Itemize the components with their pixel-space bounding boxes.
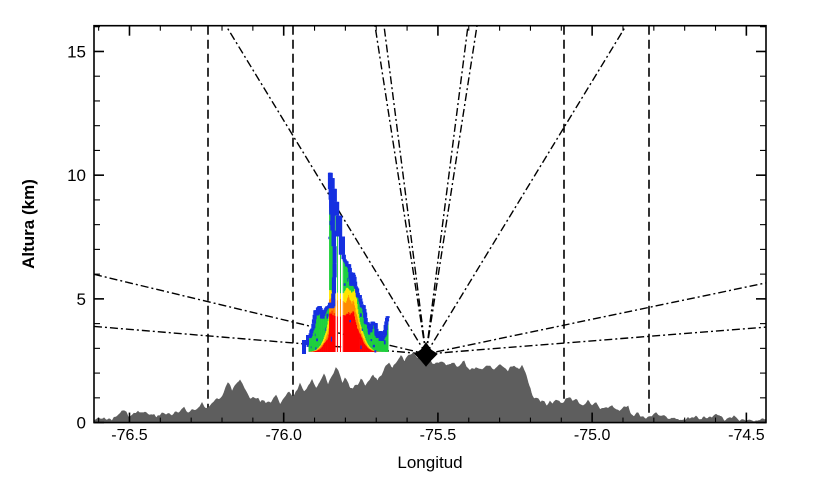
svg-text:-76.5: -76.5: [111, 427, 148, 444]
svg-text:Altura (km): Altura (km): [19, 179, 38, 269]
svg-text:5: 5: [77, 290, 86, 309]
svg-text:-75.0: -75.0: [574, 427, 611, 444]
svg-text:10: 10: [67, 166, 86, 185]
svg-text:15: 15: [67, 42, 86, 61]
svg-text:-75.5: -75.5: [420, 427, 457, 444]
svg-text:Longitud: Longitud: [397, 453, 462, 472]
svg-text:-76.0: -76.0: [265, 427, 302, 444]
svg-text:0: 0: [77, 414, 86, 433]
svg-text:-74.5: -74.5: [728, 427, 765, 444]
